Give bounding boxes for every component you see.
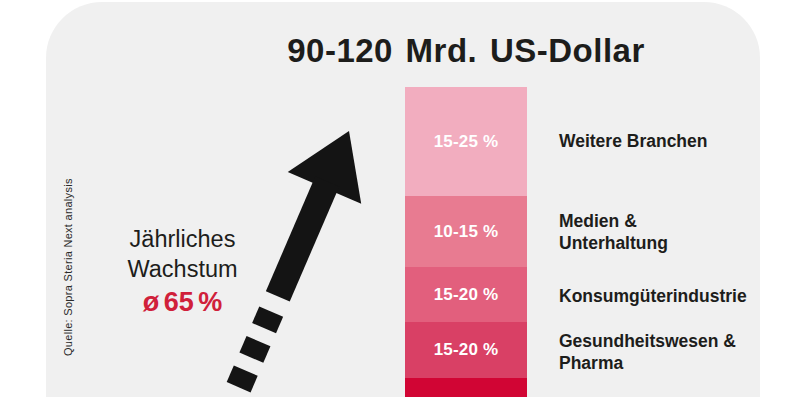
segment-label: Konsumgüterindustrie	[559, 286, 747, 308]
segment-label-line: Pharma	[559, 353, 736, 375]
segment-label-line: Medien &	[559, 211, 668, 233]
stacked-bar: 15-25 % 10-15 % 15-20 % 15-20 %	[405, 87, 527, 397]
bar-segment	[405, 378, 527, 397]
bar-segment: 15-20 %	[405, 267, 527, 322]
segment-label-line: Konsumgüterindustrie	[559, 286, 747, 308]
bar-segment: 10-15 %	[405, 196, 527, 267]
segment-value: 15-20 %	[434, 285, 499, 305]
segment-label: Gesundheitswesen & Pharma	[559, 331, 736, 374]
segment-label: Weitere Branchen	[559, 131, 707, 153]
segment-value: 15-20 %	[434, 340, 499, 360]
segment-label-line: Gesundheitswesen &	[559, 331, 736, 353]
segment-label-line: Unterhaltung	[559, 233, 668, 255]
bar-segment: 15-20 %	[405, 322, 527, 378]
bar-segment: 15-25 %	[405, 87, 527, 196]
segment-value: 10-15 %	[434, 222, 499, 242]
segment-label-line: Weitere Branchen	[559, 131, 707, 153]
segment-value: 15-25 %	[434, 132, 499, 152]
segment-label: Medien & Unterhaltung	[559, 211, 668, 254]
